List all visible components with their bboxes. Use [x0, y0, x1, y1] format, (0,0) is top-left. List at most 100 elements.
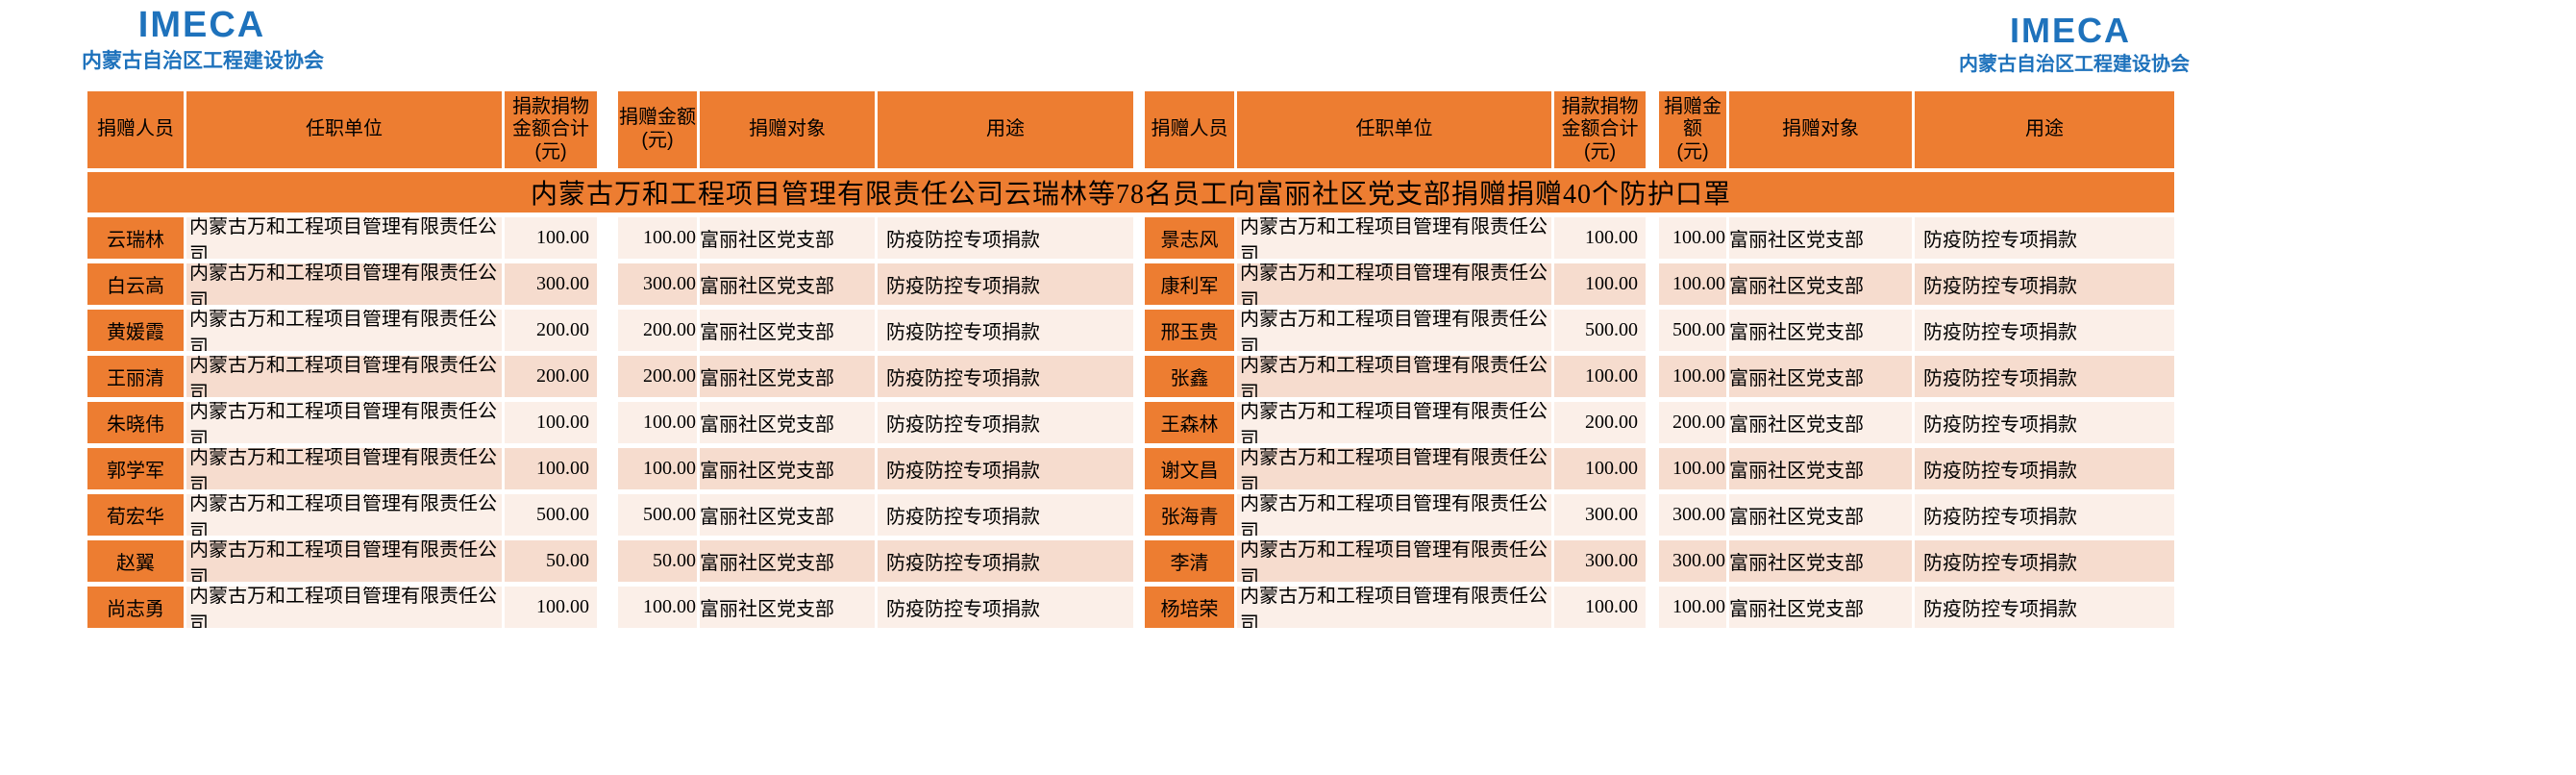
column-spacer [600, 402, 615, 443]
total-amount-cell: 100.00 [1554, 448, 1646, 489]
header-amount-left: 捐赠金额 (元) [618, 91, 697, 168]
total-amount-cell: 100.00 [1554, 217, 1646, 259]
donor-name-cell: 郭学军 [87, 448, 184, 489]
employer-cell: 内蒙古万和工程项目管理有限责任公司 [186, 217, 502, 259]
donation-amount-cell: 200.00 [618, 310, 697, 351]
donation-amount-cell: 300.00 [1659, 494, 1726, 536]
total-amount-cell: 300.00 [1554, 540, 1646, 582]
donation-amount-cell: 100.00 [618, 217, 697, 259]
employer-cell: 内蒙古万和工程项目管理有限责任公司 [186, 448, 502, 489]
donor-name-cell: 荀宏华 [87, 494, 184, 536]
purpose-cell: 防疫防控专项捐款 [878, 448, 1133, 489]
employer-cell: 内蒙古万和工程项目管理有限责任公司 [1237, 217, 1551, 259]
header-donor-left: 捐赠人员 [87, 91, 184, 168]
donation-amount-cell: 100.00 [1659, 356, 1726, 397]
purpose-cell: 防疫防控专项捐款 [878, 310, 1133, 351]
recipient-cell: 富丽社区党支部 [700, 310, 875, 351]
purpose-cell: 防疫防控专项捐款 [1915, 402, 2174, 443]
total-amount-cell: 100.00 [505, 402, 597, 443]
purpose-cell: 防疫防控专项捐款 [878, 263, 1133, 305]
donation-amount-cell: 300.00 [618, 263, 697, 305]
header-donor-right: 捐赠人员 [1145, 91, 1234, 168]
employer-cell: 内蒙古万和工程项目管理有限责任公司 [186, 587, 502, 628]
total-amount-cell: 100.00 [1554, 587, 1646, 628]
table-row: 云瑞林 内蒙古万和工程项目管理有限责任公司 100.00 100.00 富丽社区… [87, 217, 2174, 259]
table-gap-spacer [1136, 494, 1142, 536]
purpose-cell: 防疫防控专项捐款 [1915, 356, 2174, 397]
employer-cell: 内蒙古万和工程项目管理有限责任公司 [186, 540, 502, 582]
table-gap-spacer [1136, 91, 1142, 168]
table-gap-spacer [1136, 356, 1142, 397]
donor-name-cell: 谢文昌 [1145, 448, 1234, 489]
employer-cell: 内蒙古万和工程项目管理有限责任公司 [1237, 263, 1551, 305]
table-header-row: 捐赠人员 任职单位 捐款捐物 金额合计 (元) 捐赠金额 (元) 捐赠对象 用途… [87, 91, 2174, 168]
total-amount-cell: 100.00 [505, 448, 597, 489]
column-spacer [1648, 91, 1656, 168]
column-spacer [1648, 310, 1656, 351]
recipient-cell: 富丽社区党支部 [1729, 540, 1912, 582]
recipient-cell: 富丽社区党支部 [700, 448, 875, 489]
column-spacer [600, 263, 615, 305]
donation-amount-cell: 100.00 [1659, 217, 1726, 259]
donation-amount-cell: 100.00 [1659, 263, 1726, 305]
donation-amount-cell: 200.00 [1659, 402, 1726, 443]
total-amount-cell: 100.00 [505, 587, 597, 628]
column-spacer [1648, 587, 1656, 628]
table-row: 白云高 内蒙古万和工程项目管理有限责任公司 300.00 300.00 富丽社区… [87, 263, 2174, 305]
table-row: 荀宏华 内蒙古万和工程项目管理有限责任公司 500.00 500.00 富丽社区… [87, 494, 2174, 536]
table-gap-spacer [1136, 310, 1142, 351]
donation-amount-cell: 100.00 [1659, 587, 1726, 628]
donor-name-cell: 云瑞林 [87, 217, 184, 259]
recipient-cell: 富丽社区党支部 [700, 263, 875, 305]
header-unit-right: 任职单位 [1237, 91, 1551, 168]
total-amount-cell: 100.00 [505, 217, 597, 259]
column-spacer [1648, 263, 1656, 305]
donor-name-cell: 景志风 [1145, 217, 1234, 259]
purpose-cell: 防疫防控专项捐款 [878, 402, 1133, 443]
purpose-cell: 防疫防控专项捐款 [878, 540, 1133, 582]
purpose-cell: 防疫防控专项捐款 [1915, 540, 2174, 582]
total-amount-cell: 200.00 [1554, 402, 1646, 443]
logo-org-name: 内蒙古自治区工程建设协会 [1959, 53, 2190, 75]
column-spacer [1648, 217, 1656, 259]
recipient-cell: 富丽社区党支部 [1729, 494, 1912, 536]
column-spacer [600, 494, 615, 536]
table-gap-spacer [1136, 448, 1142, 489]
column-spacer [1648, 448, 1656, 489]
total-amount-cell: 200.00 [505, 310, 597, 351]
employer-cell: 内蒙古万和工程项目管理有限责任公司 [186, 402, 502, 443]
purpose-cell: 防疫防控专项捐款 [1915, 217, 2174, 259]
donor-name-cell: 黄媛霞 [87, 310, 184, 351]
donation-table: 捐赠人员 任职单位 捐款捐物 金额合计 (元) 捐赠金额 (元) 捐赠对象 用途… [87, 91, 2174, 633]
purpose-cell: 防疫防控专项捐款 [1915, 263, 2174, 305]
purpose-cell: 防疫防控专项捐款 [1915, 587, 2174, 628]
total-amount-cell: 100.00 [1554, 263, 1646, 305]
table-gap-spacer [1136, 540, 1142, 582]
recipient-cell: 富丽社区党支部 [1729, 402, 1912, 443]
header-purpose-left: 用途 [878, 91, 1133, 168]
donor-name-cell: 赵翼 [87, 540, 184, 582]
merged-title-banner: 内蒙古万和工程项目管理有限责任公司云瑞林等78名员工向富丽社区党支部捐赠捐赠40… [87, 172, 2174, 212]
column-spacer [1648, 540, 1656, 582]
donor-name-cell: 张鑫 [1145, 356, 1234, 397]
table-row: 朱晓伟 内蒙古万和工程项目管理有限责任公司 100.00 100.00 富丽社区… [87, 402, 2174, 443]
table-row: 王丽清 内蒙古万和工程项目管理有限责任公司 200.00 200.00 富丽社区… [87, 356, 2174, 397]
column-spacer [600, 217, 615, 259]
donor-name-cell: 康利军 [1145, 263, 1234, 305]
donation-amount-cell: 100.00 [1659, 448, 1726, 489]
table-gap-spacer [1136, 263, 1142, 305]
table-body: 云瑞林 内蒙古万和工程项目管理有限责任公司 100.00 100.00 富丽社区… [87, 217, 2174, 628]
donor-name-cell: 朱晓伟 [87, 402, 184, 443]
column-spacer [600, 448, 615, 489]
donor-name-cell: 李清 [1145, 540, 1234, 582]
purpose-cell: 防疫防控专项捐款 [1915, 310, 2174, 351]
total-amount-cell: 200.00 [505, 356, 597, 397]
employer-cell: 内蒙古万和工程项目管理有限责任公司 [1237, 494, 1551, 536]
employer-cell: 内蒙古万和工程项目管理有限责任公司 [1237, 587, 1551, 628]
total-amount-cell: 500.00 [505, 494, 597, 536]
employer-cell: 内蒙古万和工程项目管理有限责任公司 [186, 310, 502, 351]
donation-amount-cell: 50.00 [618, 540, 697, 582]
donation-amount-cell: 200.00 [618, 356, 697, 397]
imeca-logo-right: IMECA 内蒙古自治区工程建设协会 [1959, 12, 2190, 76]
